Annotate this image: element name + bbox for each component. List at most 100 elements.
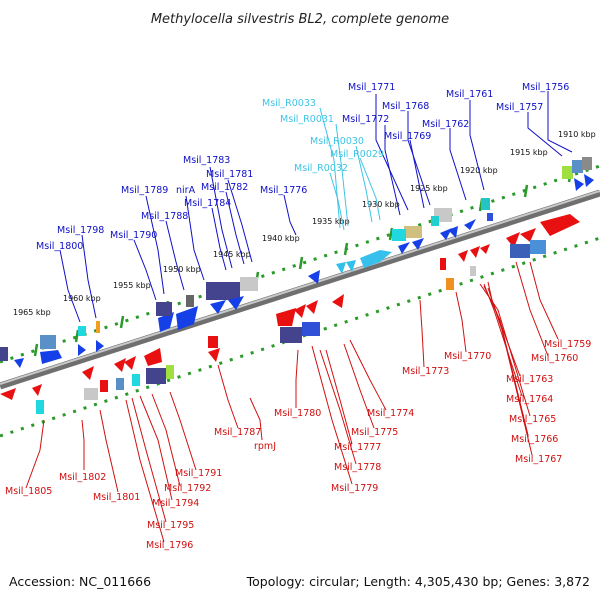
gene-label[interactable]: Msil_1784 [184, 198, 231, 209]
gene-arrow[interactable] [332, 294, 344, 308]
gene-block[interactable] [530, 240, 546, 254]
gene-block[interactable] [208, 336, 218, 348]
gene-arrow[interactable] [96, 340, 104, 352]
gene-label[interactable]: Msil_1769 [384, 131, 431, 142]
gene-arrow[interactable] [14, 358, 24, 368]
gene-block[interactable] [36, 400, 44, 414]
gene-label[interactable]: Msil_1788 [141, 211, 188, 222]
gene-block[interactable] [280, 327, 302, 343]
gene-arrow[interactable] [78, 344, 86, 356]
rna-block[interactable] [360, 250, 392, 268]
gene-block[interactable] [40, 335, 56, 349]
gene-arrow[interactable] [294, 304, 306, 318]
gene-arrow[interactable] [540, 214, 580, 236]
gene-label[interactable]: Msil_1802 [59, 472, 106, 483]
gene-label[interactable]: Msil_R0033 [262, 98, 316, 109]
gene-arrow[interactable] [480, 244, 490, 254]
gene-label[interactable]: Msil_1782 [201, 182, 248, 193]
gene-block[interactable] [240, 277, 258, 291]
gene-label[interactable]: Msil_1787 [214, 427, 261, 438]
rna-arrow[interactable] [336, 262, 346, 274]
gene-label[interactable]: Msil_1767 [515, 454, 562, 465]
gene-arrow[interactable] [520, 228, 536, 242]
gene-block[interactable] [440, 258, 446, 270]
gene-block[interactable] [431, 216, 439, 226]
gene-arrow[interactable] [158, 312, 174, 332]
gene-block[interactable] [84, 388, 98, 400]
gene-arrow[interactable] [584, 174, 594, 187]
gene-block[interactable] [470, 266, 476, 276]
gene-label[interactable]: Msil_1800 [36, 241, 83, 252]
gene-label[interactable]: Msil_1791 [175, 468, 222, 479]
gene-arrow[interactable] [412, 238, 424, 250]
gene-label[interactable]: Msil_1801 [93, 492, 140, 503]
gene-label[interactable]: Msil_1781 [206, 169, 253, 180]
gene-block[interactable] [392, 229, 406, 241]
gene-label[interactable]: Msil_1759 [544, 339, 591, 350]
gene-label[interactable]: Msil_R0029 [330, 149, 384, 160]
gene-block[interactable] [100, 380, 108, 392]
gene-arrow[interactable] [176, 306, 198, 330]
gene-arrow[interactable] [32, 384, 42, 396]
gene-label[interactable]: Msil_1771 [348, 82, 395, 93]
gene-arrow[interactable] [0, 388, 16, 400]
gene-label[interactable]: Msil_1776 [260, 185, 307, 196]
gene-label[interactable]: Msil_1772 [342, 114, 389, 125]
gene-label[interactable]: Msil_1778 [334, 462, 381, 473]
gene-block[interactable] [132, 374, 140, 386]
gene-label[interactable]: Msil_1777 [334, 442, 381, 453]
gene-arrow[interactable] [82, 366, 94, 380]
gene-label[interactable]: Msil_1756 [522, 82, 569, 93]
gene-label[interactable]: Msil_1798 [57, 225, 104, 236]
gene-label[interactable]: Msil_1795 [147, 520, 194, 531]
gene-label[interactable]: Msil_1796 [146, 540, 193, 551]
gene-arrow[interactable] [506, 232, 520, 248]
gene-block[interactable] [562, 166, 573, 179]
gene-block[interactable] [78, 326, 86, 336]
gene-label[interactable]: Msil_1794 [152, 498, 199, 509]
gene-label[interactable]: Msil_1792 [164, 483, 211, 494]
gene-arrow[interactable] [306, 300, 318, 314]
gene-block[interactable] [302, 322, 320, 336]
gene-label[interactable]: Msil_1765 [509, 414, 556, 425]
gene-label[interactable]: Msil_1768 [382, 101, 429, 112]
gene-label[interactable]: Msil_1761 [446, 89, 493, 100]
gene-label[interactable]: Msil_R0031 [280, 114, 334, 125]
gene-label[interactable]: Msil_1763 [506, 374, 553, 385]
gene-label[interactable]: Msil_1805 [5, 486, 52, 497]
gene-block[interactable] [572, 160, 583, 173]
gene-arrow[interactable] [144, 348, 162, 366]
gene-label[interactable]: rpmJ [254, 441, 276, 452]
gene-label[interactable]: Msil_1766 [511, 434, 558, 445]
gene-arrow[interactable] [398, 242, 410, 254]
gene-block[interactable] [0, 347, 8, 361]
gene-arrow[interactable] [124, 356, 136, 370]
gene-arrow[interactable] [114, 358, 126, 372]
rna-arrow[interactable] [346, 260, 356, 272]
gene-label[interactable]: Msil_R0032 [294, 163, 348, 174]
gene-block[interactable] [96, 321, 100, 333]
gene-block[interactable] [116, 378, 124, 390]
gene-label[interactable]: Msil_1783 [183, 155, 230, 166]
gene-arrow[interactable] [308, 270, 320, 284]
gene-block[interactable] [156, 302, 172, 316]
gene-label[interactable]: Msil_1774 [367, 408, 414, 419]
gene-block[interactable] [510, 244, 530, 258]
gene-block[interactable] [582, 157, 592, 170]
gene-arrow[interactable] [228, 296, 244, 310]
gene-arrow[interactable] [208, 348, 220, 362]
gene-block[interactable] [166, 365, 174, 379]
gene-label[interactable]: nirA [176, 185, 196, 196]
gene-label[interactable]: Msil_1789 [121, 185, 168, 196]
gene-label[interactable]: Msil_1762 [422, 119, 469, 130]
gene-block[interactable] [186, 295, 194, 307]
gene-block[interactable] [487, 213, 493, 221]
gene-label[interactable]: Msil_1790 [110, 230, 157, 241]
gene-arrow[interactable] [440, 228, 452, 240]
gene-label[interactable]: Msil_R0030 [310, 136, 364, 147]
gene-block[interactable] [404, 226, 422, 238]
gene-label[interactable]: Msil_1780 [274, 408, 321, 419]
gene-block[interactable] [446, 278, 454, 290]
gene-label[interactable]: Msil_1770 [444, 351, 491, 362]
gene-label[interactable]: Msil_1757 [496, 102, 543, 113]
